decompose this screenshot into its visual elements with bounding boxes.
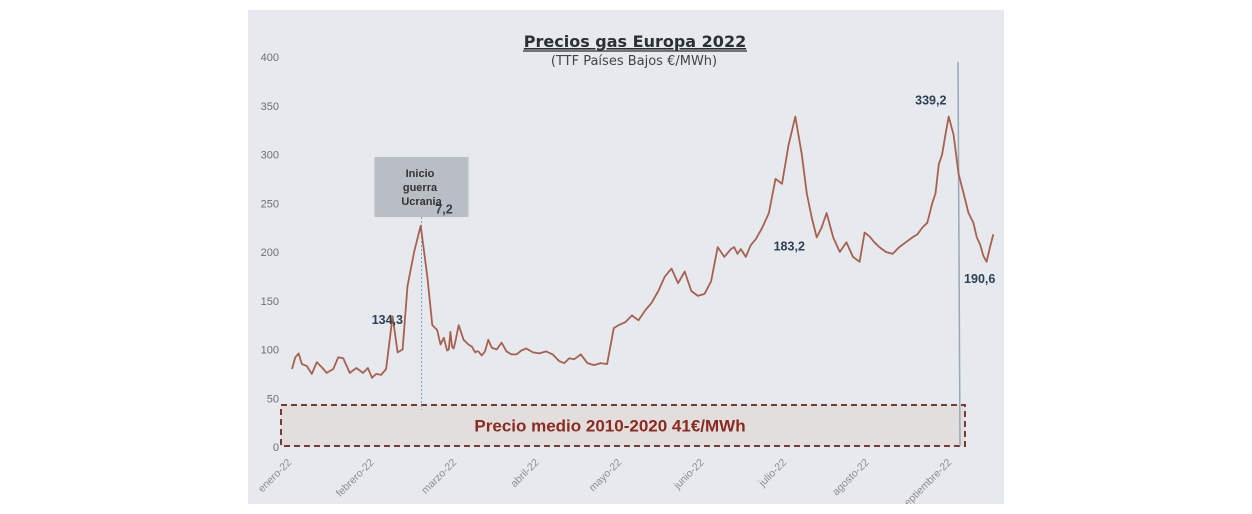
reference-band	[280, 404, 966, 447]
data-label: 339,2	[915, 93, 946, 107]
x-tick-label: febrero-22	[334, 457, 377, 500]
y-tick-label: 50	[267, 393, 279, 405]
data-label: 190,6	[964, 272, 995, 286]
event-label: Inicio guerra Ucrania	[401, 168, 442, 208]
y-tick-label: 300	[261, 150, 279, 162]
event-box	[374, 157, 469, 217]
data-label: 134,3	[372, 313, 403, 327]
x-tick-label: enero-22	[256, 457, 294, 495]
event-label-line-3: Ucrania	[401, 196, 442, 208]
x-tick-label: julio-22	[756, 457, 789, 490]
chart-subtitle: (TTF Países Bajos €/MWh)	[551, 54, 717, 69]
data-label: 183,2	[774, 239, 805, 253]
series-line-ttf-price	[291, 115, 995, 379]
y-tick-label: 200	[261, 247, 279, 259]
chart-svg: 0 50 100 150 200 250 300 350 400 enero-22 febrero…	[256, 32, 996, 504]
x-tick-label: abril-22	[508, 457, 541, 490]
y-tick-label: 100	[261, 345, 279, 357]
x-tick-label: marzo-22	[419, 457, 459, 497]
event-label-line-2: guerra	[403, 182, 438, 194]
y-axis-ticks: 0 50 100 150 200 250 300 350 400	[261, 52, 279, 454]
x-tick-label: mayo-22	[587, 457, 624, 494]
data-annotations: 134,3 7,2 183,2 339,2 190,6	[372, 93, 996, 327]
y-tick-label: 150	[261, 296, 279, 308]
y-tick-label: 0	[273, 442, 279, 454]
event-label-line-1: Inicio	[406, 168, 435, 180]
reference-band-label: Precio medio 2010-2020 41€/MWh	[474, 417, 745, 436]
x-tick-label: septiembre-22	[898, 457, 954, 504]
y-tick-label: 400	[261, 52, 279, 64]
x-axis-ticks: enero-22 febrero-22 marzo-22 abril-22 mayo-2…	[256, 457, 954, 504]
x-tick-label: junio-22	[671, 457, 707, 493]
y-tick-label: 250	[261, 198, 279, 210]
chart-slide: 0 50 100 150 200 250 300 350 400 enero-22 febrero…	[248, 10, 1004, 504]
chart-title: Precios gas Europa 2022	[524, 32, 746, 51]
x-tick-label: agosto-22	[830, 457, 872, 499]
plot-right-border	[957, 61, 961, 447]
data-label: 7,2	[435, 202, 452, 216]
y-tick-label: 350	[261, 101, 279, 113]
